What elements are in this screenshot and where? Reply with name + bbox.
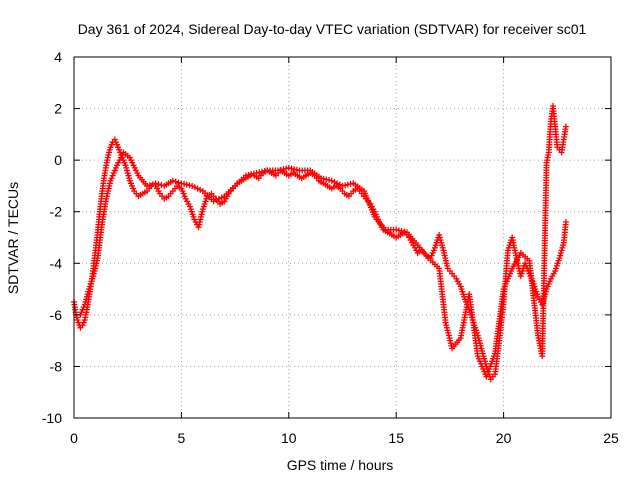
grid-lines bbox=[74, 57, 611, 418]
data-point bbox=[169, 177, 176, 184]
y-tick-label: 2 bbox=[54, 101, 62, 117]
data-point-interp bbox=[215, 195, 222, 202]
y-axis-label: SDTVAR / TECUs bbox=[5, 182, 21, 294]
data-point-interp bbox=[336, 181, 343, 188]
data-point-interp bbox=[158, 182, 165, 189]
x-tick-label: 15 bbox=[388, 430, 404, 446]
data-point-interp bbox=[146, 182, 153, 189]
y-tick-label: 4 bbox=[54, 49, 62, 65]
data-point bbox=[328, 177, 335, 184]
data-point-interp bbox=[197, 186, 204, 193]
data-point-interp bbox=[331, 179, 338, 186]
data-point bbox=[210, 198, 217, 205]
data-point-interp bbox=[218, 194, 225, 201]
x-tick-label: 5 bbox=[178, 430, 186, 446]
data-point bbox=[152, 180, 159, 187]
data-point-interp bbox=[194, 185, 201, 192]
x-axis-label: GPS time / hours bbox=[287, 457, 394, 473]
y-tick-label: -8 bbox=[50, 358, 63, 374]
data-point bbox=[562, 123, 569, 130]
y-tick-label: -4 bbox=[50, 255, 63, 271]
y-tick-label: -10 bbox=[42, 410, 62, 426]
y-tick-label: -6 bbox=[50, 307, 63, 323]
data-point-interp bbox=[149, 181, 156, 188]
plot-frame bbox=[73, 56, 612, 419]
x-tick-label: 0 bbox=[70, 430, 78, 446]
axis-ticks: 0 5 10 15 20 25 -10 -8 -6 -4 -2 0 2 4 bbox=[42, 49, 619, 446]
x-tick-label: 20 bbox=[496, 430, 512, 446]
data-point-interp bbox=[175, 179, 182, 186]
data-point bbox=[189, 182, 196, 189]
y-tick-label: -2 bbox=[50, 204, 63, 220]
x-tick-label: 10 bbox=[281, 430, 297, 446]
data-series bbox=[71, 102, 569, 383]
data-point-interp bbox=[191, 184, 198, 191]
x-tick-label: 25 bbox=[603, 430, 619, 446]
data-point-interp bbox=[155, 181, 162, 188]
data-point-interp bbox=[334, 180, 341, 187]
data-point-interp bbox=[172, 178, 179, 185]
data-point-interp bbox=[213, 197, 220, 204]
data-point bbox=[562, 219, 569, 226]
data-point bbox=[144, 182, 151, 189]
chart-title: Day 361 of 2024, Sidereal Day-to-day VTE… bbox=[78, 21, 587, 37]
y-tick-label: 0 bbox=[54, 152, 62, 168]
